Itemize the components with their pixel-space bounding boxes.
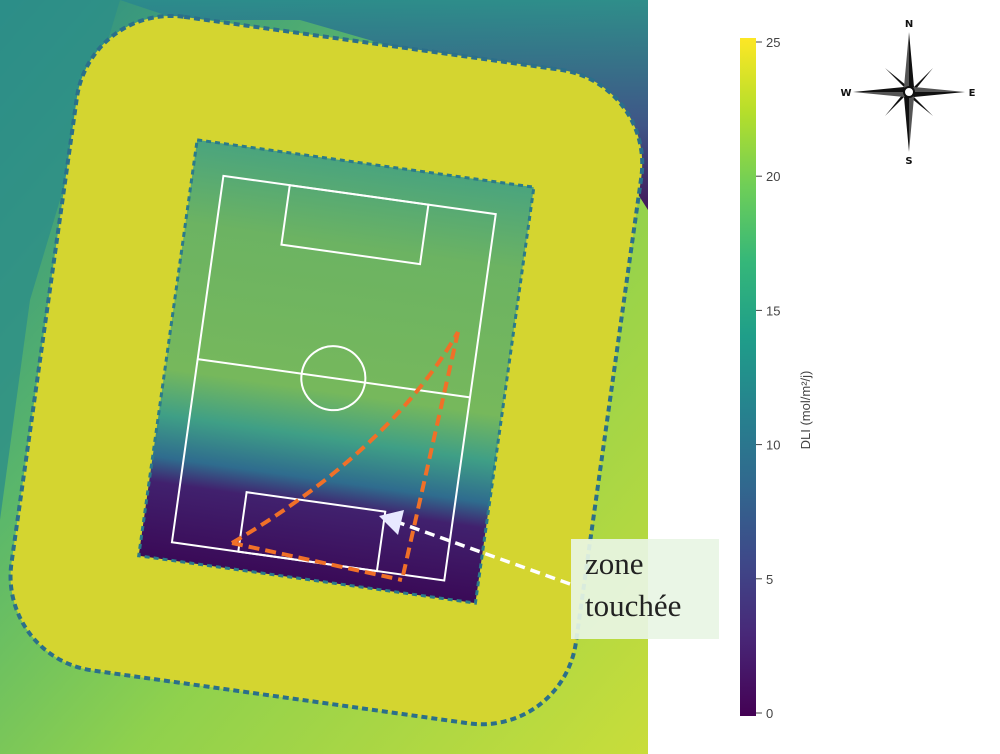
legend-canvas: 25 20 15 10 5 0 DLI (mol/m²/j): [740, 35, 813, 721]
compass-north: N: [905, 20, 913, 30]
north-penalty-box: [280, 184, 430, 266]
legend-tick-label: 0: [766, 706, 773, 721]
compass-east: E: [969, 88, 976, 99]
legend-tick-label: 5: [766, 572, 773, 587]
north-shadow: [120, 0, 648, 210]
dli-map: [0, 0, 648, 754]
legend-tick-label: 10: [766, 438, 780, 453]
legend-tick-label: 20: [766, 169, 780, 184]
pitch: [137, 138, 536, 605]
halfway-line: [197, 358, 471, 399]
affected-zone-outline: [230, 331, 460, 582]
zone-annotation-label: zone touchée: [571, 539, 719, 639]
color-legend: 25 20 15 10 5 0 DLI (mol/m²/j): [730, 30, 850, 730]
legend-tick-label: 15: [766, 303, 780, 318]
compass-center: [903, 86, 915, 98]
annotation-line-2: touchée: [585, 588, 682, 623]
compass-diagonal-points: [885, 68, 933, 116]
compass-south: S: [905, 156, 912, 165]
pitch-surface: [137, 138, 536, 605]
legend-ticks: 25 20 15 10 5 0: [756, 35, 780, 721]
annotation-arrow: [379, 510, 571, 586]
annotation-line-1: zone: [585, 546, 644, 581]
compass-west: W: [840, 88, 851, 99]
compass-cardinal-points: [853, 32, 965, 152]
compass-rose: N S E W: [838, 19, 978, 167]
center-circle: [300, 345, 367, 412]
legend-tick-label: 25: [766, 35, 780, 50]
color-ramp: [740, 38, 756, 716]
west-shadow: [0, 0, 120, 520]
legend-title: DLI (mol/m²/j): [798, 371, 813, 450]
compass-canvas: N S E W: [840, 19, 976, 167]
map-canvas: [0, 0, 648, 754]
